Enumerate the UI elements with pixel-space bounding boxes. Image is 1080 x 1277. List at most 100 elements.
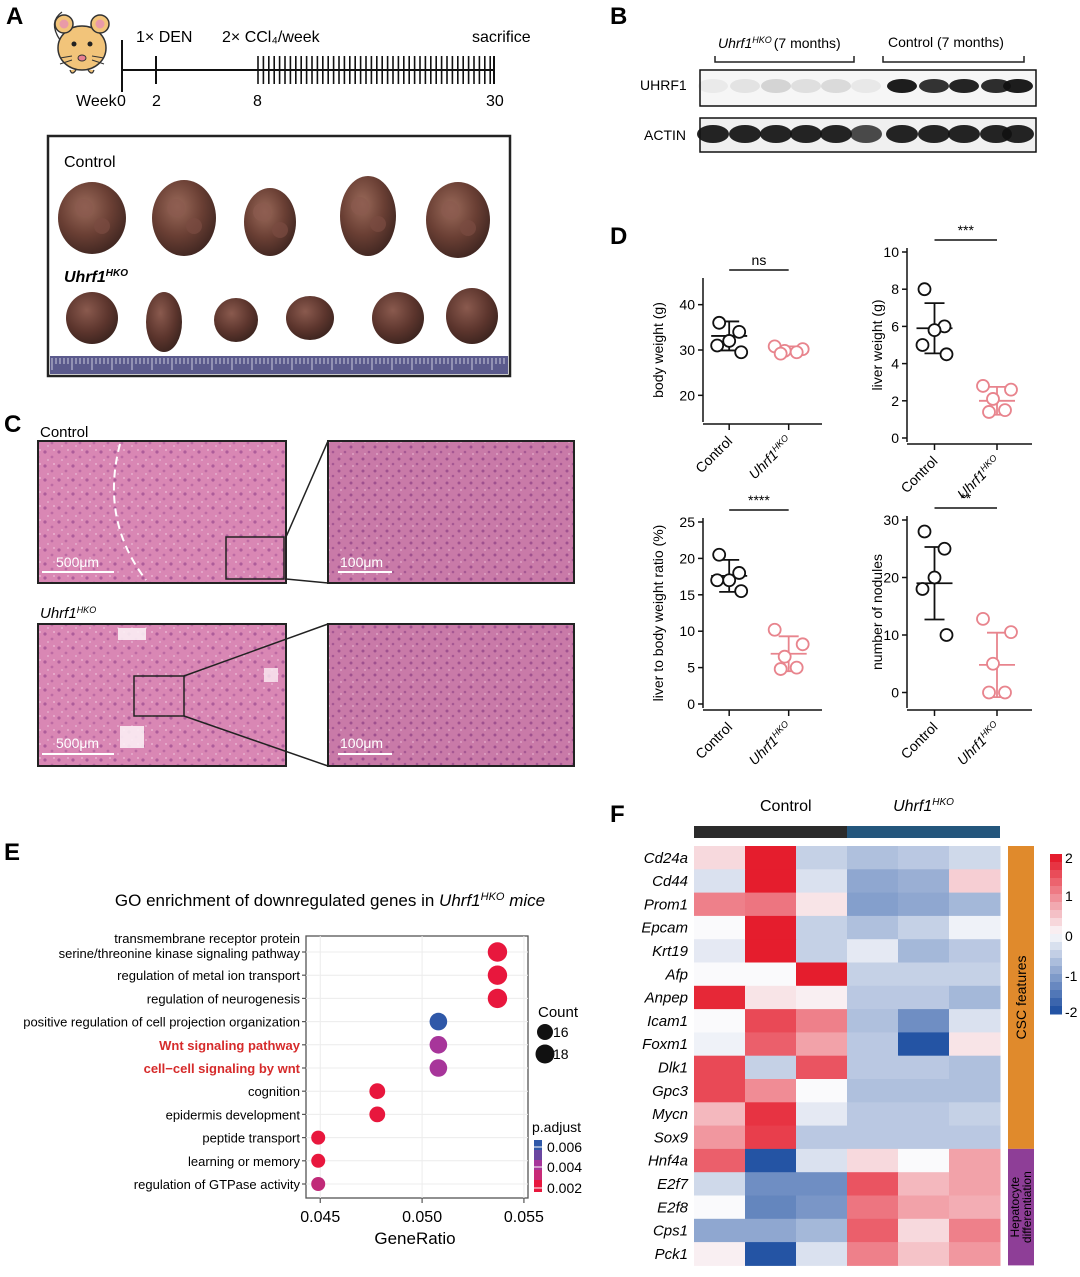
y-tick-label: 0 (891, 430, 899, 446)
week-tick-8: 8 (253, 93, 262, 110)
liver-nodule (167, 199, 185, 217)
photo-ko-label: Uhrf1HKO (64, 268, 128, 286)
control-liver (340, 176, 396, 256)
liver-nodule (272, 222, 288, 238)
panel-letter-b: B (610, 3, 627, 30)
histo-scale-100-a: 100μm (340, 554, 383, 570)
colorbar-segment (1050, 974, 1062, 983)
control-liver (58, 182, 126, 254)
liver-nodule (351, 197, 369, 215)
go-dot (311, 1153, 326, 1168)
x-tick-label: 0.045 (300, 1209, 340, 1226)
data-point (927, 570, 942, 585)
colorbar-segment (1050, 950, 1062, 959)
liver-photo-panel: Control Uhrf1HKO (46, 134, 512, 378)
ruler (50, 356, 508, 374)
heatmap-cell (694, 892, 746, 917)
go-term-label: serine/threonine kinase signaling pathwa… (59, 946, 301, 961)
liver-nodule (370, 216, 386, 232)
padj-legend-label: 0.006 (547, 1139, 582, 1155)
heatmap-cell (694, 1079, 746, 1103)
ko-liver (214, 298, 258, 342)
heatmap-cell (898, 939, 950, 963)
actin-band (918, 125, 950, 143)
heatmap-cell (745, 1218, 797, 1243)
go-term-label: cell−cell signaling by wnt (144, 1061, 301, 1076)
heatmap-cell (694, 1009, 746, 1033)
y-tick-label: 10 (883, 627, 899, 643)
significance-label: **** (748, 492, 770, 508)
ko-liver-row (66, 288, 498, 352)
panel-f-heatmap: Control Uhrf1HKO Cd24a Cd44 Prom1 Epcam Krt19 A… (641, 797, 1078, 1266)
heatmap-cell (796, 1032, 848, 1057)
data-point (710, 338, 725, 353)
heatmap-cell (796, 1055, 848, 1080)
gene-label: E2f7 (657, 1176, 689, 1193)
heatmap-cell (796, 1218, 848, 1243)
heatmap-cell (796, 1172, 848, 1196)
actin-band (886, 125, 918, 143)
gene-label: Gpc3 (652, 1083, 689, 1100)
heatmap-cell (745, 1079, 797, 1103)
heatmap-cell (898, 892, 950, 917)
heatmap-cell (847, 962, 899, 987)
actin-band (760, 125, 792, 143)
uhrf1-band (919, 79, 949, 93)
heatmap-cell (745, 1242, 797, 1266)
heatmap-cell (847, 985, 899, 1010)
heatmap-cell (847, 915, 899, 940)
wb-ko-label: Uhrf1HKO (7 months) (718, 35, 841, 51)
heatmap-cell (847, 1125, 899, 1150)
significance-label: ** (960, 490, 971, 506)
go-term-label: regulation of neurogenesis (147, 991, 301, 1006)
go-dot (311, 1130, 326, 1145)
heatmap-cell (745, 1195, 797, 1220)
data-point (734, 584, 749, 599)
liver-nodule (186, 218, 202, 234)
data-point (976, 379, 990, 393)
go-term-label: transmembrane receptor protein (114, 931, 300, 946)
data-point (939, 347, 954, 362)
heatmap-cell (796, 1148, 848, 1173)
y-tick-label: 15 (679, 587, 695, 603)
photo-control-label: Control (64, 154, 116, 171)
dotplot-1: 20 30 40 body weight (g) Control Uhrf1HKO ns (650, 252, 822, 482)
data-point (1004, 382, 1018, 397)
histo-ko-high (327, 623, 575, 767)
heatmap-cell (745, 869, 797, 894)
data-point (767, 622, 782, 637)
heatmap-cell (898, 846, 950, 870)
histo-scale-500-b: 500μm (56, 735, 99, 751)
data-point (937, 541, 952, 556)
colorbar-label: -1 (1065, 968, 1078, 984)
heatmap-cell (694, 869, 746, 894)
heatmap-cell (898, 962, 950, 987)
control-group-bar (694, 826, 847, 838)
sacrifice-label: sacrifice (472, 29, 531, 46)
heatmap-cell (898, 1242, 950, 1266)
gene-label: Epcam (641, 920, 688, 937)
data-point (939, 628, 954, 642)
heatmap-cell (847, 939, 899, 963)
data-point (976, 612, 990, 626)
colorbar-segment (1050, 902, 1062, 911)
y-tick-label: 0 (891, 685, 899, 701)
heatmap-cell (796, 962, 848, 987)
ko-liver (446, 288, 498, 344)
heatmap-cell (949, 939, 1001, 963)
gene-label: Sox9 (654, 1129, 689, 1146)
y-axis-label: number of nodules (869, 554, 885, 670)
go-term-label: Wnt signaling pathway (159, 1038, 301, 1053)
heatmap-cell (847, 1032, 899, 1057)
actin-band (697, 125, 729, 143)
data-point (777, 649, 792, 664)
colorbar-segment (1050, 870, 1062, 879)
colorbar-segment (1050, 862, 1062, 871)
count-legend-title: Count (538, 1004, 579, 1021)
histo-control-low (37, 440, 287, 584)
heatmap-cell (694, 1195, 746, 1220)
y-tick-label: 40 (679, 297, 695, 313)
y-tick-label: 25 (679, 514, 695, 530)
